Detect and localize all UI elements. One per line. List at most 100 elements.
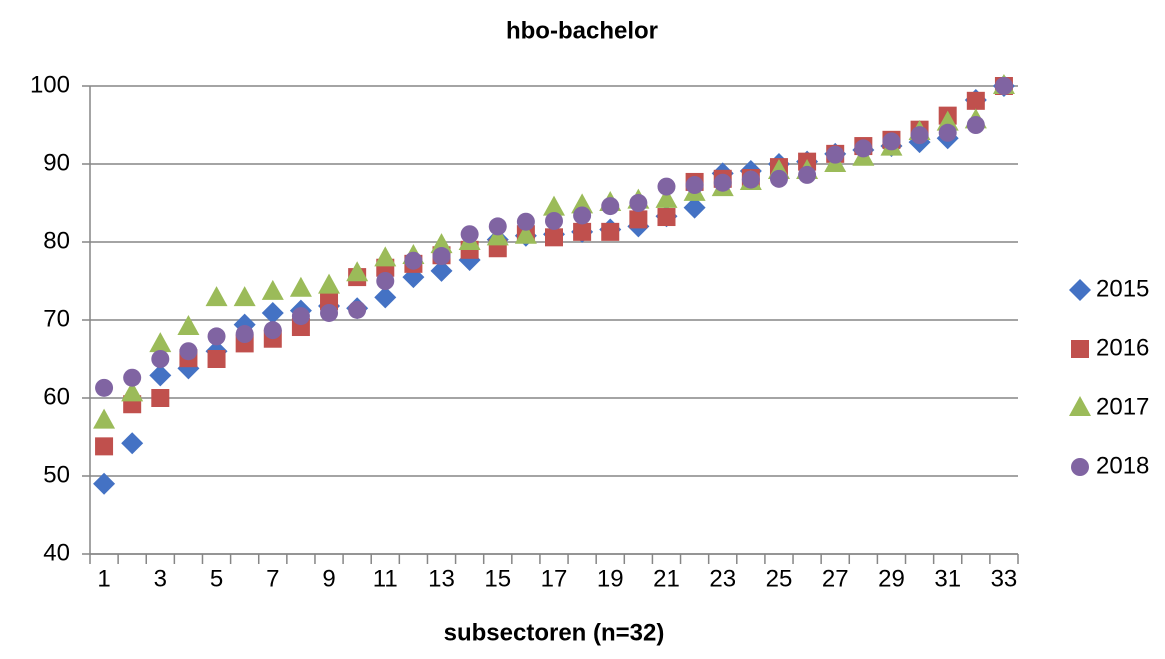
data-point bbox=[289, 276, 312, 297]
data-point bbox=[826, 145, 845, 164]
data-point bbox=[938, 123, 957, 142]
data-point bbox=[151, 350, 170, 368]
data-point bbox=[376, 272, 395, 290]
x-tick-label: 1 bbox=[97, 565, 110, 592]
data-point bbox=[374, 286, 397, 309]
y-tick-label: 80 bbox=[43, 227, 70, 254]
x-tick-label: 21 bbox=[653, 565, 680, 592]
data-point bbox=[318, 273, 341, 294]
data-point bbox=[657, 208, 676, 227]
data-point bbox=[573, 206, 592, 225]
x-tick-label: 13 bbox=[428, 565, 455, 592]
data-point bbox=[657, 177, 676, 196]
data-point bbox=[545, 211, 563, 230]
x-tick-label: 9 bbox=[322, 565, 335, 592]
x-tick-label: 25 bbox=[766, 565, 793, 592]
data-point bbox=[205, 286, 228, 307]
data-point bbox=[207, 327, 226, 346]
y-tick-label: 50 bbox=[43, 461, 70, 488]
data-point bbox=[235, 325, 254, 344]
data-point bbox=[543, 195, 565, 216]
data-point bbox=[966, 91, 985, 110]
data-point bbox=[261, 301, 284, 324]
data-point bbox=[854, 139, 873, 158]
data-point bbox=[291, 307, 310, 326]
data-point bbox=[95, 437, 114, 456]
data-point bbox=[966, 116, 985, 134]
y-tick-label: 90 bbox=[43, 149, 70, 176]
x-tick-label: 33 bbox=[991, 565, 1018, 592]
data-point bbox=[121, 432, 144, 455]
x-tick-label: 19 bbox=[597, 565, 624, 592]
x-axis-title: subsectoren (n=32) bbox=[444, 619, 665, 646]
data-point bbox=[320, 303, 339, 322]
x-tick-label: 3 bbox=[154, 565, 167, 592]
data-point bbox=[207, 350, 226, 368]
data-point bbox=[514, 223, 537, 244]
y-tick-label: 40 bbox=[43, 539, 70, 566]
data-point bbox=[629, 194, 648, 212]
x-tick-label: 29 bbox=[878, 565, 905, 592]
data-point bbox=[741, 170, 760, 189]
data-point bbox=[374, 246, 397, 267]
legend-marker bbox=[1069, 279, 1091, 301]
data-point bbox=[882, 132, 901, 151]
data-point bbox=[655, 187, 678, 208]
data-point bbox=[261, 279, 284, 300]
data-point bbox=[348, 300, 367, 319]
data-point bbox=[601, 197, 620, 216]
data-point bbox=[432, 247, 451, 266]
chart-title: hbo-bachelor bbox=[506, 17, 658, 44]
data-point bbox=[601, 222, 620, 241]
legend-label: 2016 bbox=[1096, 334, 1149, 361]
legend-marker bbox=[1071, 458, 1089, 476]
data-point bbox=[123, 368, 142, 387]
x-tick-label: 31 bbox=[934, 565, 961, 592]
x-tick-label: 17 bbox=[541, 565, 568, 592]
data-point bbox=[573, 222, 592, 241]
x-tick-label: 15 bbox=[484, 565, 511, 592]
data-point bbox=[798, 165, 817, 184]
legend-label: 2017 bbox=[1096, 393, 1149, 420]
data-point bbox=[151, 389, 170, 407]
data-point bbox=[516, 212, 535, 231]
data-point bbox=[430, 259, 453, 282]
data-point bbox=[95, 378, 114, 397]
data-point bbox=[488, 217, 507, 236]
data-point bbox=[93, 472, 116, 495]
data-point bbox=[93, 408, 116, 429]
data-point bbox=[149, 332, 172, 353]
x-tick-label: 5 bbox=[210, 565, 223, 592]
data-point bbox=[571, 193, 594, 214]
data-point bbox=[233, 286, 256, 307]
data-point bbox=[683, 196, 706, 219]
x-tick-label: 11 bbox=[373, 565, 398, 592]
data-point bbox=[121, 381, 144, 402]
data-point bbox=[404, 251, 423, 270]
data-point bbox=[263, 321, 282, 340]
data-point bbox=[177, 315, 200, 336]
data-point bbox=[936, 110, 959, 131]
data-point bbox=[346, 261, 369, 282]
x-tick-label: 7 bbox=[266, 565, 279, 592]
data-point bbox=[769, 169, 788, 188]
x-tick-label: 27 bbox=[822, 565, 849, 592]
data-point bbox=[179, 342, 198, 361]
data-point bbox=[910, 126, 929, 145]
data-point bbox=[629, 210, 648, 229]
data-point bbox=[460, 225, 479, 244]
y-tick-label: 70 bbox=[43, 305, 70, 332]
data-point bbox=[149, 364, 172, 387]
data-point bbox=[713, 173, 732, 192]
legend-marker bbox=[1069, 396, 1091, 416]
y-tick-label: 60 bbox=[43, 383, 70, 410]
data-point bbox=[994, 77, 1013, 95]
y-tick-label: 100 bbox=[30, 71, 70, 98]
x-tick-label: 23 bbox=[709, 565, 736, 592]
legend-label: 2018 bbox=[1096, 452, 1149, 479]
data-point bbox=[430, 233, 453, 254]
data-point bbox=[685, 176, 704, 195]
legend-label: 2015 bbox=[1096, 275, 1149, 302]
legend-marker bbox=[1071, 340, 1089, 358]
